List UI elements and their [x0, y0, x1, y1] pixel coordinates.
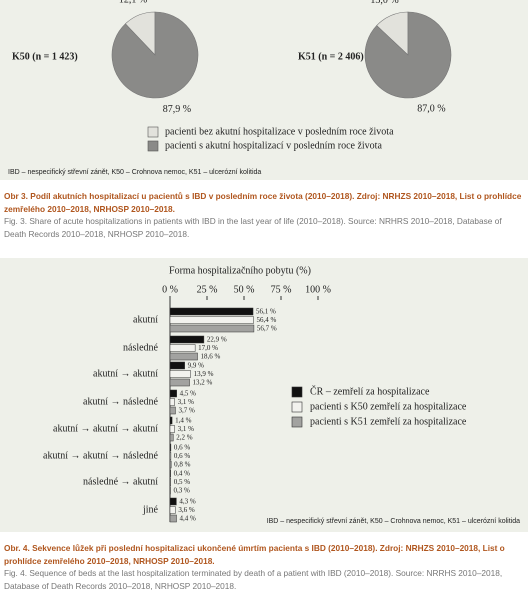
value-label: 0,5 %: [174, 478, 191, 486]
value-label: 0,3 %: [173, 487, 190, 495]
legend-label: ČR – zemřelí za hospitalizace: [310, 385, 430, 397]
x-tick-label: 100 %: [305, 284, 331, 295]
caption-title: Obr. 4. Sekvence lůžek při poslední hosp…: [4, 543, 505, 566]
x-tick-label: 50 %: [234, 284, 255, 295]
bar: [169, 316, 254, 324]
legend-label: pacienti s akutní hospitalizací v posled…: [165, 140, 382, 151]
y-tick-label: akutní: [133, 314, 158, 325]
value-label: 17,0 %: [198, 344, 218, 352]
value-label: 0,8 %: [174, 461, 191, 469]
bar: [169, 352, 198, 361]
value-label: 3,7 %: [178, 407, 195, 415]
caption-title: Obr 3. Podíl akutních hospitalizací u pa…: [4, 191, 522, 214]
legend-swatch: [147, 126, 159, 138]
value-label: 4,3 %: [179, 498, 196, 506]
value-label: 3,1 %: [178, 398, 195, 406]
x-tick-label: 0 %: [162, 284, 178, 295]
bar: [169, 469, 171, 478]
value-label: 9,9 %: [188, 362, 205, 370]
bar: [169, 460, 172, 469]
chart-title: Forma hospitalizačního pobytu (%): [169, 265, 311, 276]
caption: Obr. 4. Sekvence lůžek při poslední hosp…: [4, 542, 524, 592]
value-label: 56,1 %: [256, 308, 276, 316]
value-label: 87,0 %: [417, 103, 445, 114]
value-label: 3,1 %: [178, 425, 195, 433]
bar: [169, 344, 196, 352]
legend-swatch: [291, 401, 303, 413]
legend-swatch: [291, 386, 303, 398]
legend-label: pacienti s K50 zemřelí za hospitalizace: [310, 401, 467, 412]
pie-slice: [111, 11, 199, 99]
caption-english: Fig. 4. Sequence of beds at the last hos…: [4, 568, 503, 591]
y-tick-label: následné → akutní: [83, 476, 158, 487]
value-label: 1,4 %: [175, 417, 192, 425]
bar: [169, 478, 171, 486]
value-label: 4,4 %: [180, 515, 197, 523]
y-tick-label: akutní → akutní → následné: [43, 450, 159, 461]
bar: [169, 307, 254, 316]
panel: [0, 0, 528, 180]
value-label: 0,6 %: [174, 444, 191, 452]
y-tick-label: jiné: [142, 504, 159, 515]
y-tick-label: akutní → akutní: [93, 368, 158, 379]
value-label: 18,6 %: [201, 353, 221, 361]
value-label: 22,9 %: [207, 336, 227, 344]
value-label: 13,9 %: [194, 370, 214, 378]
bar: [169, 416, 173, 425]
bar: [169, 443, 172, 452]
value-label: 4,5 %: [180, 390, 197, 398]
bar: [169, 389, 177, 398]
bar: [169, 361, 185, 370]
value-label: 56,7 %: [257, 325, 277, 333]
bar: [169, 433, 174, 442]
value-label: 13,0 %: [370, 0, 398, 6]
pie-slice: [364, 11, 452, 99]
value-label: 2,2 %: [176, 434, 193, 442]
value-label: 13,2 %: [193, 379, 213, 387]
value-label: 12,1 %: [119, 0, 147, 6]
y-tick-label: následné: [123, 342, 159, 353]
bar: [169, 378, 190, 387]
value-label: 0,4 %: [174, 470, 191, 478]
pie-label: K51 (n = 2 406): [298, 51, 364, 62]
bar: [169, 506, 176, 514]
pie-label: K50 (n = 1 423): [12, 51, 78, 62]
legend-label: pacienti bez akutní hospitalizace v posl…: [165, 126, 394, 137]
bar: [169, 398, 175, 406]
x-tick-label: 25 %: [197, 284, 218, 295]
value-label: 3,6 %: [178, 506, 195, 514]
y-tick-label: akutní → následné: [83, 396, 159, 407]
panel: [0, 258, 528, 532]
bar: [169, 335, 205, 344]
legend-swatch: [147, 140, 159, 152]
bar: [169, 370, 191, 378]
note: IBD – nespecifický střevní zánět, K50 – …: [8, 169, 261, 176]
caption: Obr 3. Podíl akutních hospitalizací u pa…: [4, 190, 524, 240]
bar: [169, 406, 176, 415]
y-tick-label: akutní → akutní → akutní: [53, 423, 158, 434]
bar: [169, 452, 172, 460]
value-label: 87,9 %: [163, 104, 191, 115]
bar: [169, 514, 177, 523]
bar: [169, 425, 175, 433]
x-tick-label: 75 %: [271, 284, 292, 295]
legend-swatch: [291, 416, 303, 428]
bar: [169, 324, 255, 333]
note: IBD – nespecifický střevní zánět, K50 – …: [267, 518, 520, 525]
bar: [169, 497, 177, 506]
caption-english: Fig. 3. Share of acute hospitalizations …: [4, 216, 502, 239]
legend-label: pacienti s K51 zemřelí za hospitalizace: [310, 416, 467, 427]
value-label: 56,4 %: [256, 316, 276, 324]
value-label: 0,6 %: [174, 452, 191, 460]
